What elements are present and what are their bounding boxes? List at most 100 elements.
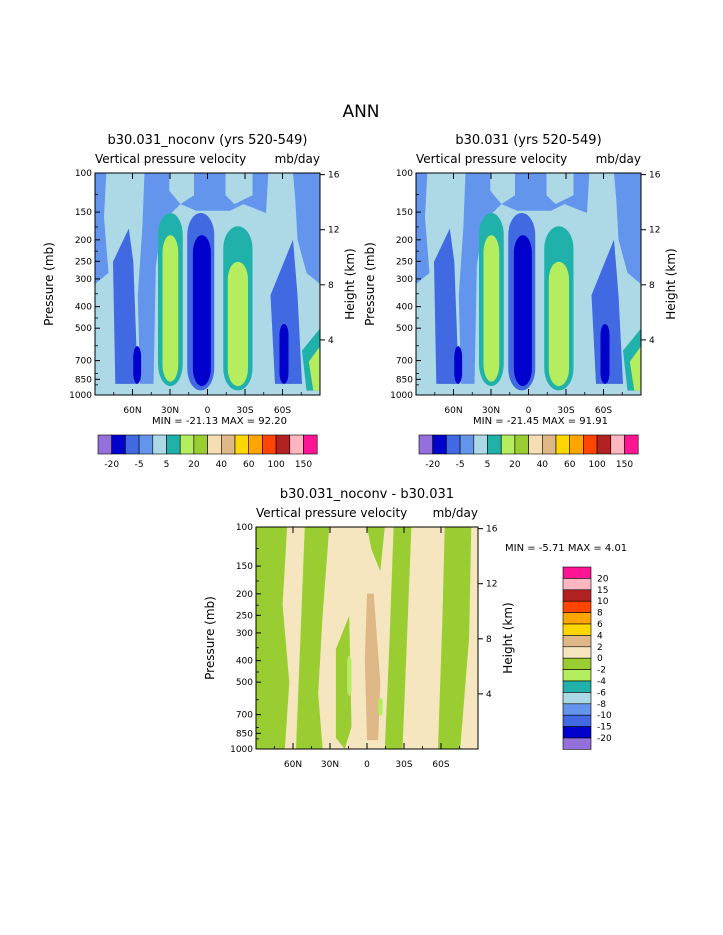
colorbar-box [432,434,447,455]
colorbar-box [111,434,126,455]
y-tick-label: 700 [396,357,413,367]
panel-noconv: b30.031_noconv (yrs 520-549) Vertical pre… [42,133,357,470]
panel-title: b30.031_noconv - b30.031 [280,487,454,502]
contour-fill [364,593,381,741]
colorbar-box [562,669,592,682]
y-right-tick-label: 8 [486,635,492,645]
contour-fill [308,346,320,391]
contour-fill [600,323,610,384]
min-max-stats: MIN = -5.71 MAX = 4.01 [505,543,627,554]
colorbar-label: 40 [216,460,228,470]
y-right-tick-label: 8 [328,281,334,291]
contour-fill [225,173,253,205]
y-tick-label: 300 [75,275,92,285]
y-tick-label: 200 [396,236,413,246]
panel-subtitle-right: mb/day [596,152,641,166]
colorbar-box [487,434,502,455]
colorbar-label: 60 [564,460,576,470]
y-tick-label: 100 [236,523,253,533]
x-tick-label: 0 [205,406,211,416]
y-tick-label: 250 [75,257,92,267]
colorbar-box [514,434,529,455]
y-tick-label: 400 [75,303,92,313]
y-tick-label: 200 [75,236,92,246]
colorbar-label: -2 [597,666,606,676]
y-tick-label: 250 [236,611,253,621]
colorbar-label: -5 [135,460,144,470]
contour-fill [548,261,569,387]
colorbar-label: 20 [509,460,521,470]
y-tick-label: 850 [75,375,92,385]
contour-fill [384,527,412,749]
x-tick-label: 30N [161,406,179,416]
colorbar-box [97,434,112,455]
y-right-tick-label: 8 [649,281,655,291]
colorbar-box [562,600,592,613]
colorbar-box [562,578,592,591]
y-tick-label: 150 [396,208,413,218]
y-tick-label: 200 [236,590,253,600]
x-tick-label: 30N [321,760,339,770]
contour-fill [335,615,352,749]
colorbar-box [562,726,592,739]
colorbar-box [562,646,592,659]
panel-subtitle-left: Vertical pressure velocity [95,152,246,166]
colorbar-box [562,657,592,670]
contour-fill [162,235,179,382]
contour-fill [416,173,430,284]
colorbar-box [562,566,592,579]
contour-field [256,527,478,749]
colorbar-label: -20 [425,460,440,470]
y-tick-label: 100 [396,169,413,179]
contour-fill [483,235,500,382]
x-tick-label: 60N [444,406,462,416]
y-axis-label: Pressure (mb) [42,242,56,326]
colorbar-label: 20 [597,574,609,584]
colorbar-box [562,623,592,636]
min-max-stats: MIN = -21.13 MAX = 92.20 [152,416,287,427]
contour-field [416,173,641,395]
colorbar-box [583,434,598,455]
colorbar-label: 100 [589,460,606,470]
contour-fill [270,239,302,384]
colorbar-box [459,434,475,455]
colorbar-label: 6 [597,620,603,630]
x-tick-label: 60S [274,406,291,416]
colorbar-label: 150 [295,460,312,470]
contour-fill [133,346,142,384]
x-tick-label: 0 [526,406,532,416]
colorbar-label: -20 [597,734,612,744]
contour-fill [296,527,330,749]
panel-difference: b30.031_noconv - b30.031 Vertical pressur… [203,487,627,770]
colorbar-box [446,434,461,455]
y-right-axis-label: Height (km) [664,248,678,319]
contour-fill [458,173,590,384]
colorbar-label: -8 [597,700,606,710]
y-tick-label: 250 [396,257,413,267]
y-tick-label: 400 [236,657,253,667]
colorbar-box [624,434,639,455]
colorbar-box [500,434,516,455]
colorbar-box [562,635,592,648]
figure-title: ANN [342,102,379,122]
y-tick-label: 300 [236,629,253,639]
contour-field [95,173,320,395]
colorbar-label: 20 [188,460,200,470]
colorbar-label: 2 [597,643,603,653]
colorbar-box [248,434,263,455]
y-right-tick-label: 4 [486,690,492,700]
panel-subtitle-left: Vertical pressure velocity [416,152,567,166]
y-right-tick-label: 12 [486,580,497,590]
panel-control: b30.031 (yrs 520-549) Vertical pressure v… [363,133,678,470]
contour-fill [293,173,320,284]
colorbar-box [207,434,222,455]
colorbar-box [418,434,433,455]
colorbar-box [596,434,612,455]
colorbar-label: -10 [597,711,612,721]
colorbar-box [562,680,592,693]
y-right-tick-label: 4 [649,336,655,346]
colorbar-box [262,434,277,455]
colorbar-label: 8 [597,609,603,619]
x-tick-label: 30S [236,406,253,416]
contour-fill [434,228,459,384]
